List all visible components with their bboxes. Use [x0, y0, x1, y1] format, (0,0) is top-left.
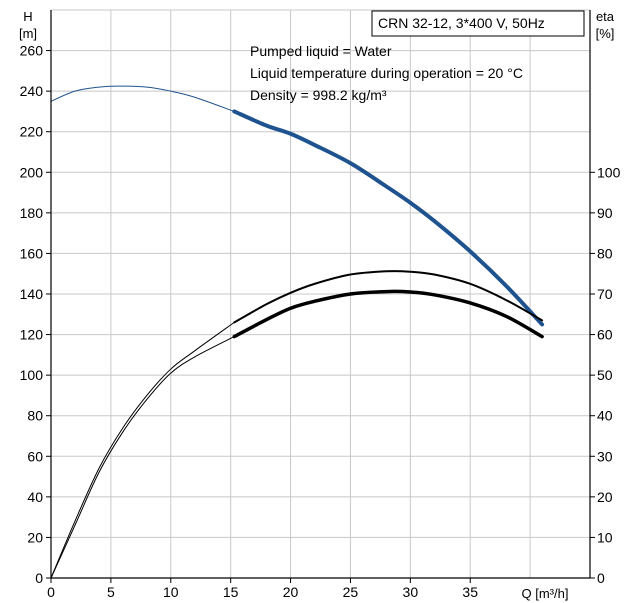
info-line-density: Density = 998.2 kg/m³ [250, 87, 387, 103]
y-right-tick-label: 40 [597, 408, 613, 424]
axes [46, 10, 595, 583]
efficiency-curve-lower-operating [232, 289, 544, 339]
efficiency-curve-lower-extended [50, 336, 235, 579]
curves [50, 85, 545, 579]
info-line-liquid: Pumped liquid = Water [250, 43, 392, 59]
efficiency-curve-upper-extended [50, 321, 235, 579]
y-right-tick-label: 70 [597, 286, 613, 302]
y-left-tick-label: 40 [27, 489, 43, 505]
y-right-label: eta [596, 9, 615, 24]
y-right-tick-label: 80 [597, 245, 613, 261]
y-left-label: H [23, 9, 32, 24]
head-curve-operating [232, 109, 545, 327]
title-box [371, 10, 585, 37]
x-tick-label: 5 [107, 584, 115, 600]
x-tick-label: 25 [343, 584, 359, 600]
x-tick-label: 10 [163, 584, 179, 600]
y-left-tick-label: 120 [20, 327, 44, 343]
y-left-tick-label: 260 [20, 43, 44, 59]
x-axis-label: Q [m³/h] [522, 586, 569, 601]
info-line-temperature: Liquid temperature during operation = 20… [250, 65, 523, 81]
efficiency-curve-upper-operating [233, 270, 544, 324]
x-tick-label: 35 [462, 584, 478, 600]
y-left-tick-label: 180 [20, 205, 44, 221]
x-tick-label: 15 [223, 584, 239, 600]
x-tick-label: 20 [283, 584, 299, 600]
y-right-tick-label: 20 [597, 489, 613, 505]
y-right-tick-label: 0 [597, 570, 605, 586]
x-tick-label: 30 [403, 584, 419, 600]
head-curve-extended [50, 85, 235, 112]
y-left-tick-label: 80 [27, 408, 43, 424]
y-right-tick-label: 90 [597, 205, 613, 221]
y-left-tick-label: 240 [20, 83, 44, 99]
y-left-tick-label: 160 [20, 245, 44, 261]
y-left-unit: [m] [19, 26, 37, 41]
x-tick-label: 0 [47, 584, 55, 600]
y-left-tick-label: 200 [20, 164, 44, 180]
y-right-tick-label: 100 [597, 164, 621, 180]
y-left-tick-label: 60 [27, 448, 43, 464]
y-left-tick-label: 140 [20, 286, 44, 302]
y-right-tick-label: 10 [597, 529, 613, 545]
chart-title: CRN 32-12, 3*400 V, 50Hz [378, 15, 545, 31]
tick-labels: 0204060801001201401601802002202402600102… [20, 43, 621, 600]
y-left-tick-label: 100 [20, 367, 44, 383]
y-right-tick-label: 30 [597, 448, 613, 464]
grid-lines [51, 9, 590, 578]
y-left-tick-label: 220 [20, 124, 44, 140]
y-right-unit: [%] [596, 26, 615, 41]
y-right-tick-label: 50 [597, 367, 613, 383]
y-left-tick-label: 20 [27, 529, 43, 545]
y-right-tick-label: 60 [597, 327, 613, 343]
y-left-tick-label: 0 [35, 570, 43, 586]
